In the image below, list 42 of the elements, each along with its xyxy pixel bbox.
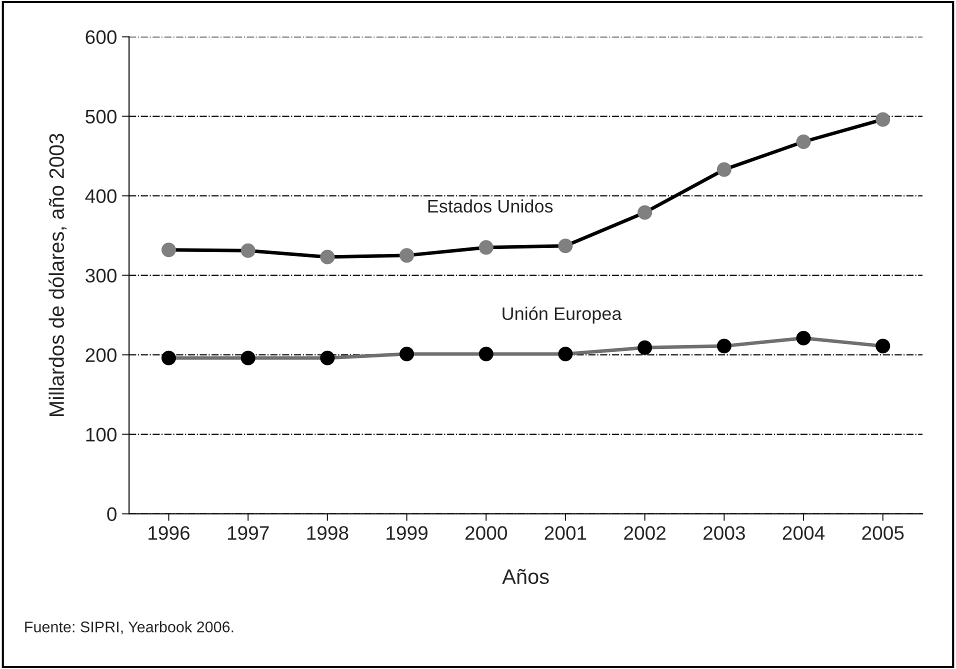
y-tick-label: 400 (85, 189, 116, 204)
point (796, 134, 811, 150)
x-tick-label: 1998 (307, 526, 348, 540)
source-note: Fuente: SIPRI, Yearbook 2006. (25, 621, 234, 634)
point (638, 205, 652, 220)
point (399, 346, 414, 362)
y-axis-title: Millardos de dólares, año 2003 (48, 134, 66, 416)
point (161, 242, 176, 258)
x-tick-label: 1996 (148, 526, 190, 540)
x-tick-label: 1997 (228, 526, 269, 540)
x-axis-title: Años (502, 568, 549, 584)
point (478, 240, 494, 255)
y-tick-label: 600 (86, 30, 116, 44)
point (558, 346, 573, 362)
point (876, 112, 890, 127)
point (240, 243, 256, 258)
x-tick-label: 2001 (544, 526, 586, 540)
x-tick-label: 2004 (782, 526, 825, 540)
y-tick-label: 200 (86, 348, 116, 362)
point (876, 338, 890, 354)
x-tick-label: 2005 (862, 526, 904, 540)
point (161, 350, 176, 366)
point (478, 346, 494, 362)
y-tick-label: 500 (86, 110, 116, 124)
point (240, 350, 256, 366)
y-tick-label: 0 (107, 507, 116, 522)
point (796, 330, 811, 346)
point (638, 340, 652, 355)
point (558, 238, 573, 254)
x-tick-label: 2003 (704, 526, 745, 540)
y-tick-label: 100 (86, 428, 116, 442)
series-label: Estados Unidos (428, 199, 553, 213)
point (399, 248, 414, 263)
y-tick-label: 300 (86, 268, 116, 283)
point (716, 338, 732, 354)
x-tick-label: 1999 (386, 526, 428, 540)
series-label: Unión Europea (502, 306, 622, 324)
point (320, 250, 335, 264)
x-tick-label: 2000 (465, 526, 507, 540)
x-tick-label: 2002 (624, 526, 666, 540)
point (320, 350, 335, 366)
point (716, 162, 732, 177)
